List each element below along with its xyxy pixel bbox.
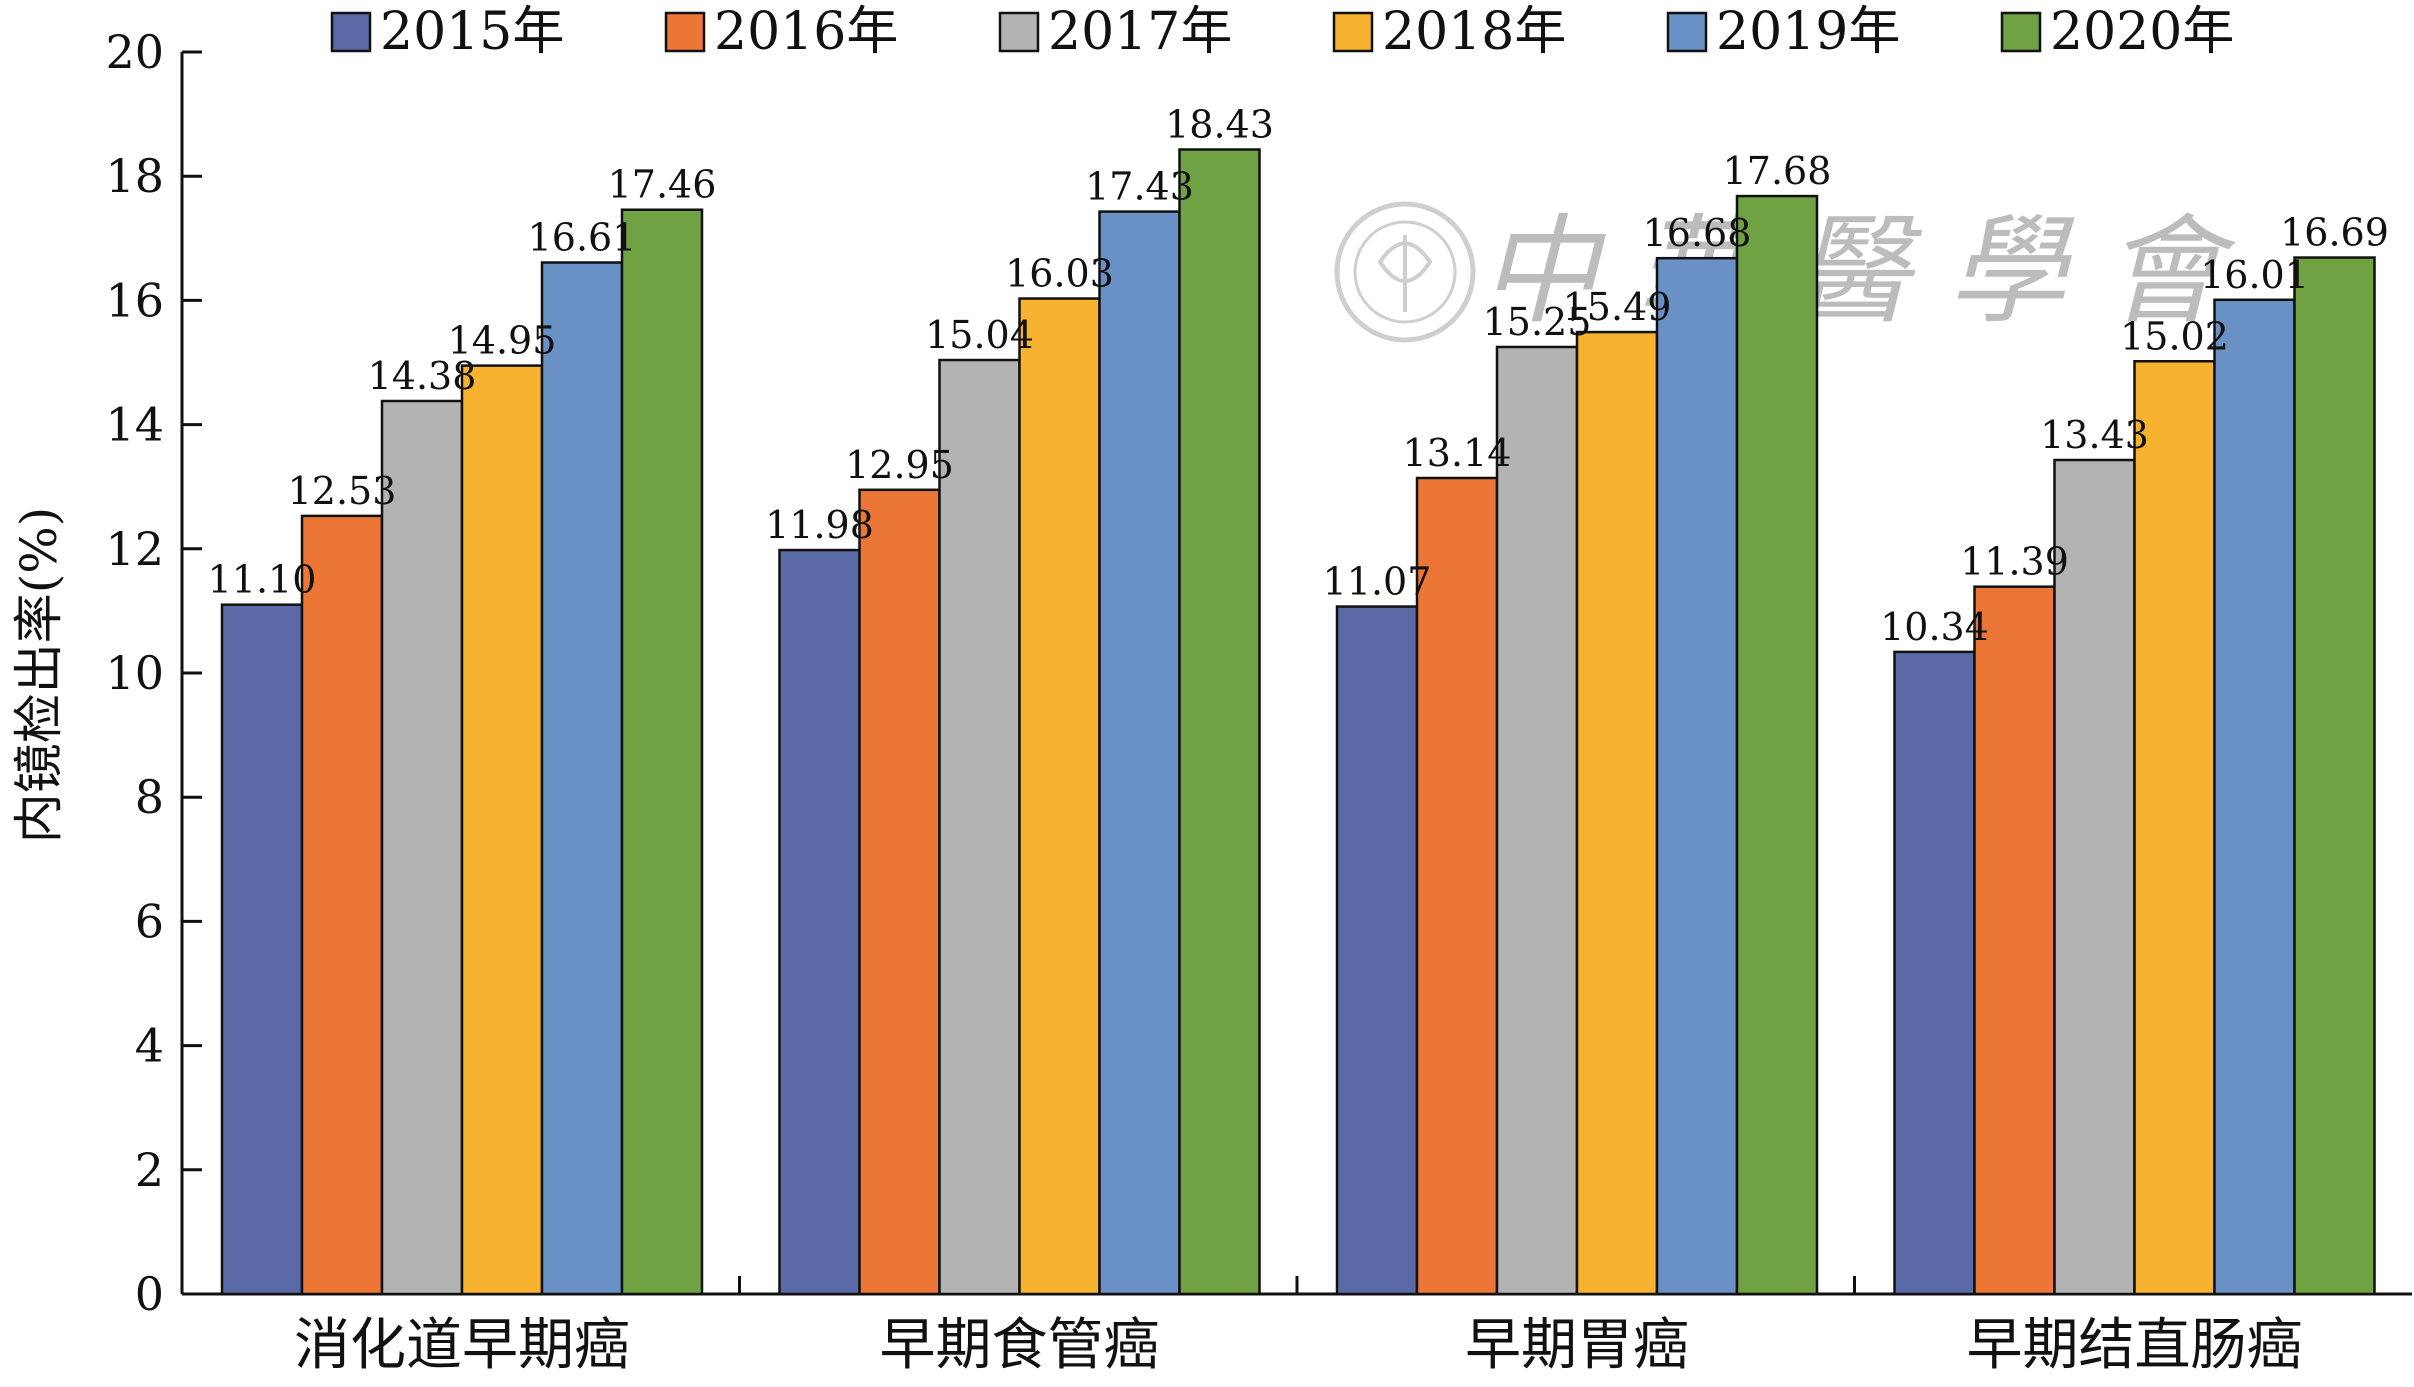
legend-label: 2018年 [1382, 2, 1566, 62]
data-label: 17.68 [1723, 149, 1832, 193]
data-label: 16.69 [2280, 211, 2389, 255]
legend-swatch [1332, 11, 1374, 53]
data-label: 17.43 [1085, 165, 1194, 209]
bar [300, 514, 384, 1296]
bar [540, 261, 624, 1296]
legend-item: 2018年 [1332, 2, 1566, 62]
bar [778, 548, 861, 1296]
bar [460, 364, 544, 1296]
watermark: 中華醫學會 [1334, 201, 2260, 343]
data-label: 11.07 [1323, 560, 1432, 604]
bar [220, 603, 304, 1296]
legend-swatch [2000, 11, 2042, 53]
y-tick-label: 6 [135, 894, 164, 948]
y-tick-label: 4 [135, 1019, 164, 1073]
bar [2293, 256, 2376, 1296]
legend-item: 2015年 [330, 2, 564, 62]
data-label: 16.61 [528, 216, 637, 260]
legend-item: 2016年 [664, 2, 898, 62]
x-tick-label: 早期胃癌 [1465, 1313, 1689, 1378]
y-tick-label: 10 [105, 646, 164, 700]
bar [380, 399, 464, 1296]
bar [1973, 585, 2056, 1296]
legend-swatch [664, 11, 706, 53]
y-tick-label: 8 [135, 770, 164, 824]
data-label: 11.98 [765, 503, 874, 547]
bars [220, 148, 2376, 1296]
x-tick-label: 早期结直肠癌 [1967, 1313, 2303, 1378]
data-label: 17.46 [608, 163, 717, 207]
bar [2133, 360, 2216, 1296]
legend-item: 2020年 [2000, 2, 2234, 62]
bar [1178, 148, 1261, 1296]
axes: 0 2 4 6 8 10 12 14 16 18 20 消化道早期癌 早期食管癌 早期胃癌 早期结直肠癌 [105, 25, 2412, 1378]
data-label: 15.49 [1563, 285, 1672, 329]
bar [858, 488, 941, 1296]
society-seal-icon [1334, 201, 1476, 343]
y-tick-label: 20 [105, 25, 164, 79]
y-tick-label: 0 [135, 1267, 164, 1321]
bar [1495, 345, 1579, 1296]
legend: 2015年 2016年 2017年 2018年 2019年 2020年 [330, 2, 2234, 62]
data-label: 15.25 [1483, 300, 1592, 344]
legend-swatch [1666, 11, 1708, 53]
data-label: 11.39 [1960, 540, 2069, 584]
x-tick-label: 消化道早期癌 [294, 1313, 630, 1378]
legend-label: 2019年 [1716, 2, 1900, 62]
watermark-text: 中華醫學會 [1480, 202, 2260, 340]
data-label: 10.34 [1880, 605, 1989, 649]
bar [1415, 476, 1499, 1296]
y-tick-label: 12 [105, 522, 164, 576]
data-label: 11.10 [208, 558, 317, 602]
y-tick-label: 18 [105, 149, 164, 203]
y-tick-label: 16 [105, 273, 164, 327]
data-label: 12.53 [288, 469, 397, 513]
data-label: 13.14 [1403, 431, 1512, 475]
legend-swatch [330, 11, 372, 53]
legend-item: 2017年 [998, 2, 1232, 62]
data-label: 14.38 [368, 354, 477, 398]
legend-label: 2020年 [2050, 2, 2234, 62]
legend-label: 2017年 [1048, 2, 1232, 62]
bar [620, 208, 704, 1296]
data-label: 16.68 [1643, 211, 1752, 255]
bar [938, 358, 1021, 1296]
bar [1655, 256, 1739, 1296]
bar [1098, 210, 1181, 1296]
bar [2053, 458, 2136, 1296]
data-label: 16.01 [2200, 253, 2309, 297]
legend-label: 2015年 [380, 2, 564, 62]
y-tick-label: 2 [135, 1143, 164, 1197]
bar [1018, 297, 1101, 1296]
x-tick-label: 早期食管癌 [880, 1313, 1160, 1378]
data-label: 15.02 [2120, 314, 2229, 358]
bar [2213, 298, 2296, 1296]
data-label: 16.03 [1005, 252, 1114, 296]
y-axis-title: 内镜检出率(%) [10, 507, 68, 844]
data-label: 13.43 [2040, 413, 2149, 457]
legend-label: 2016年 [714, 2, 898, 62]
bar [1335, 605, 1419, 1296]
data-label: 14.95 [448, 319, 557, 363]
legend-swatch [998, 11, 1040, 53]
legend-item: 2019年 [1666, 2, 1900, 62]
y-tick-label: 14 [105, 398, 164, 452]
data-label: 18.43 [1165, 102, 1274, 146]
bar [1575, 330, 1659, 1296]
data-label: 15.04 [925, 313, 1034, 357]
bar [1735, 194, 1819, 1296]
data-label: 12.95 [845, 443, 954, 487]
bar [1893, 650, 1976, 1296]
